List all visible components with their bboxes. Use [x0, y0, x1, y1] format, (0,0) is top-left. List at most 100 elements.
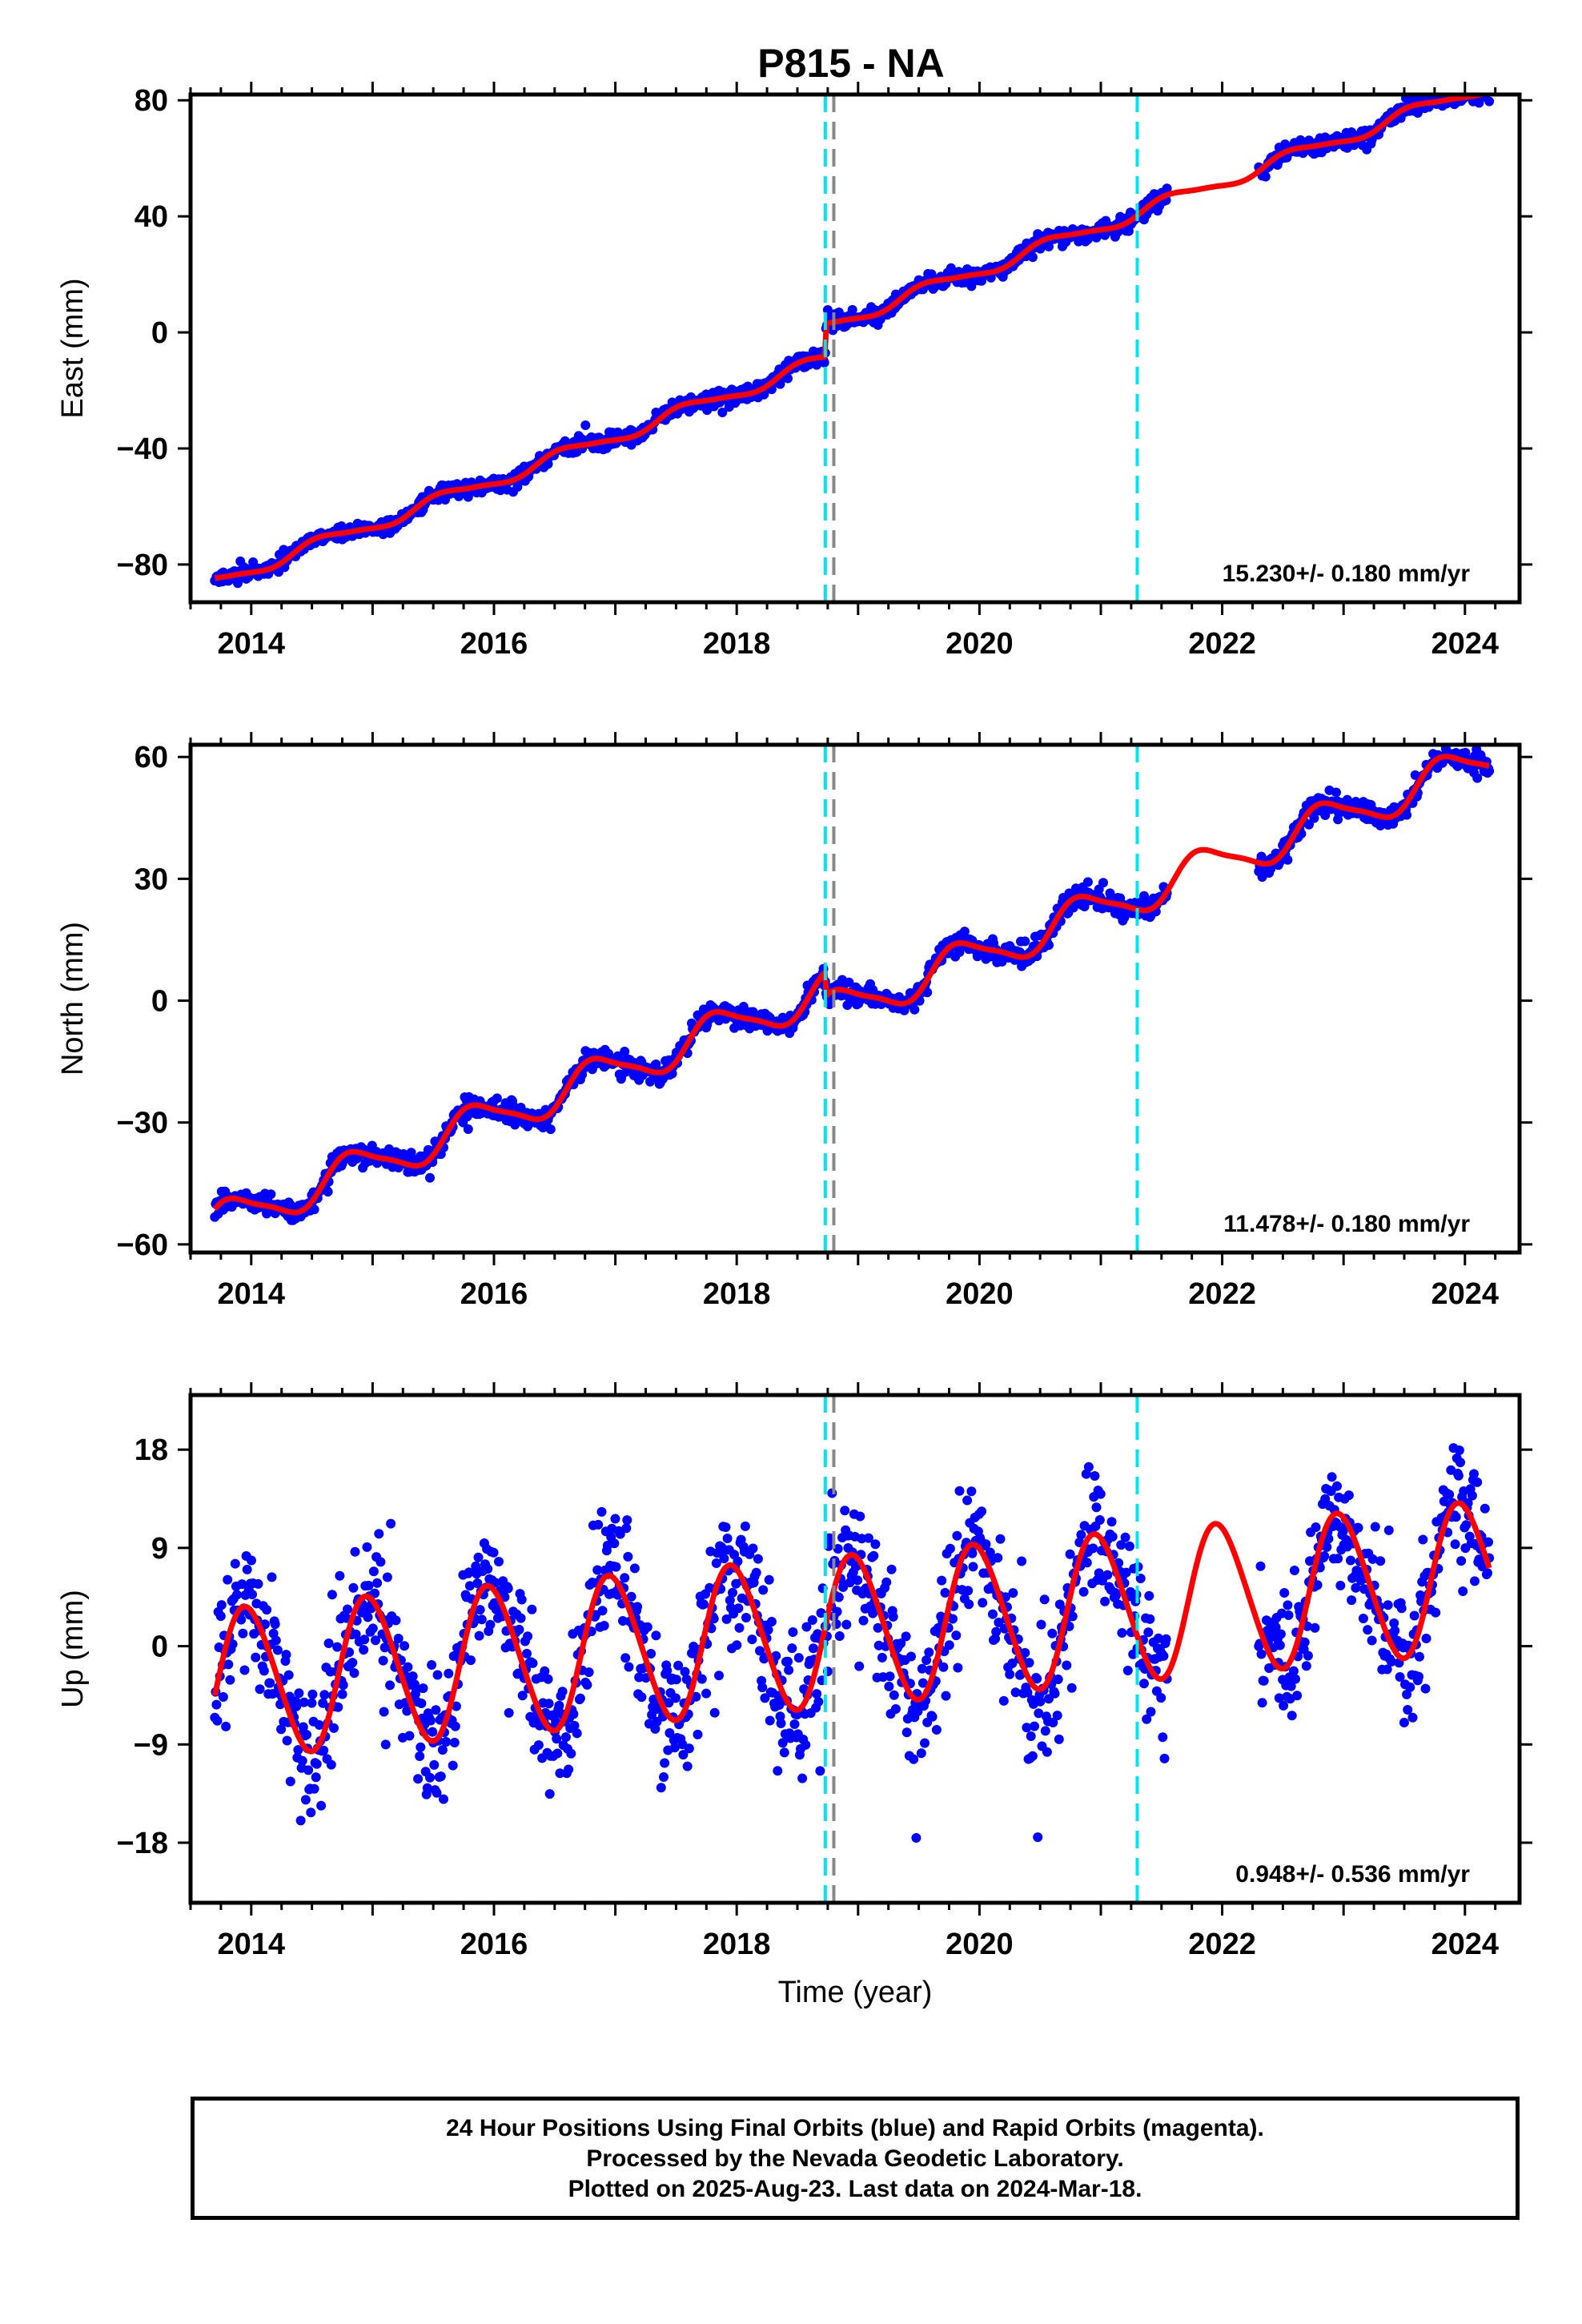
- velocity-label: 0.948+/- 0.536 mm/yr: [1235, 1861, 1470, 1888]
- data-point: [259, 1666, 269, 1676]
- data-point: [270, 1619, 280, 1630]
- figure-title: P815 - NA: [757, 41, 944, 86]
- panel-north: −60 −30 0 30 60 2014 2016 2018 2020 2022 2024 North…: [56, 732, 1532, 1311]
- data-point: [1342, 794, 1352, 805]
- data-point: [1301, 1661, 1311, 1671]
- data-point: [1106, 1517, 1117, 1527]
- data-point: [922, 987, 933, 998]
- data-point: [993, 1553, 1003, 1563]
- data-point: [1044, 241, 1054, 251]
- data-point: [557, 1687, 568, 1697]
- data-point: [885, 1671, 895, 1682]
- data-point: [1467, 1490, 1477, 1501]
- data-point: [1053, 1675, 1063, 1684]
- data-point: [938, 1662, 949, 1672]
- data-point: [1260, 171, 1271, 182]
- data-point: [784, 1665, 794, 1675]
- data-point: [801, 1739, 811, 1750]
- data-point: [964, 1599, 974, 1610]
- data-point: [1375, 1556, 1386, 1566]
- data-point: [429, 1759, 440, 1770]
- data-point: [404, 1731, 415, 1741]
- data-point: [223, 1659, 234, 1670]
- data-point: [906, 1651, 916, 1662]
- y-tick-label: −9: [134, 1728, 168, 1762]
- x-tick-label: 2024: [1431, 1928, 1500, 1961]
- data-point: [682, 1761, 693, 1771]
- data-point: [239, 1665, 250, 1675]
- fit-line-east: [214, 94, 1489, 581]
- data-point: [464, 1581, 475, 1591]
- data-point: [596, 1506, 607, 1517]
- data-point: [1279, 1700, 1289, 1711]
- data-point: [1303, 1651, 1313, 1661]
- x-tick-label: 2020: [946, 1928, 1014, 1961]
- data-point: [940, 1587, 950, 1598]
- data-point: [642, 1622, 652, 1632]
- data-point: [945, 1543, 955, 1554]
- data-point: [917, 1663, 927, 1674]
- data-point: [368, 1566, 379, 1577]
- data-point: [765, 1715, 775, 1726]
- data-point: [436, 1771, 446, 1782]
- data-point: [238, 1628, 248, 1638]
- data-point: [620, 1653, 631, 1663]
- data-point: [545, 1124, 556, 1135]
- data-point: [896, 1638, 906, 1648]
- data-point: [714, 1671, 724, 1681]
- data-point: [303, 1765, 314, 1775]
- y-tick-label: 9: [151, 1532, 168, 1566]
- data-point: [359, 1645, 369, 1655]
- data-point: [1451, 1512, 1461, 1522]
- data-point: [1035, 1696, 1046, 1707]
- data-point: [621, 1523, 632, 1534]
- data-point: [504, 1707, 514, 1718]
- data-point: [1387, 1656, 1396, 1667]
- data-point: [909, 1754, 919, 1764]
- data-point: [671, 1675, 681, 1685]
- data-point: [1474, 98, 1484, 108]
- data-point: [283, 1670, 294, 1680]
- fit-line-north: [212, 754, 1491, 1216]
- data-point: [659, 1772, 669, 1782]
- data-point: [1052, 1711, 1062, 1721]
- data-point: [783, 1656, 793, 1667]
- data-point: [488, 1547, 499, 1558]
- data-point: [615, 1529, 625, 1539]
- data-point: [998, 1695, 1009, 1706]
- x-tick-label: 2016: [460, 627, 528, 661]
- data-point: [1283, 1600, 1293, 1610]
- data-point: [967, 1548, 978, 1558]
- data-point: [285, 1776, 295, 1787]
- data-point: [610, 1514, 620, 1524]
- data-point: [425, 1772, 435, 1783]
- data-point: [807, 1615, 817, 1625]
- data-point: [620, 1047, 630, 1056]
- x-tick-label: 2024: [1431, 1277, 1500, 1311]
- data-point: [1024, 1658, 1034, 1668]
- data-point: [391, 1615, 401, 1626]
- data-point: [431, 1705, 441, 1715]
- data-point: [994, 1618, 1004, 1627]
- data-point: [347, 1658, 358, 1668]
- data-point: [230, 1558, 240, 1569]
- fit-line-up: [211, 1500, 1492, 1755]
- data-point: [854, 1661, 865, 1671]
- data-point: [215, 1611, 226, 1622]
- data-point: [236, 1614, 247, 1625]
- data-point: [779, 1747, 789, 1758]
- data-point: [309, 1783, 319, 1794]
- data-point: [554, 1700, 564, 1711]
- data-point: [797, 1773, 808, 1783]
- data-point: [307, 1689, 318, 1699]
- data-point: [995, 1534, 1006, 1544]
- data-point: [311, 1759, 322, 1769]
- data-point: [231, 1590, 242, 1600]
- data-point: [629, 1563, 640, 1574]
- data-point: [741, 1613, 751, 1622]
- data-point: [1066, 1683, 1077, 1693]
- data-point: [375, 1557, 386, 1567]
- data-point: [451, 1701, 461, 1711]
- data-point: [787, 1643, 797, 1654]
- data-point: [350, 1546, 360, 1557]
